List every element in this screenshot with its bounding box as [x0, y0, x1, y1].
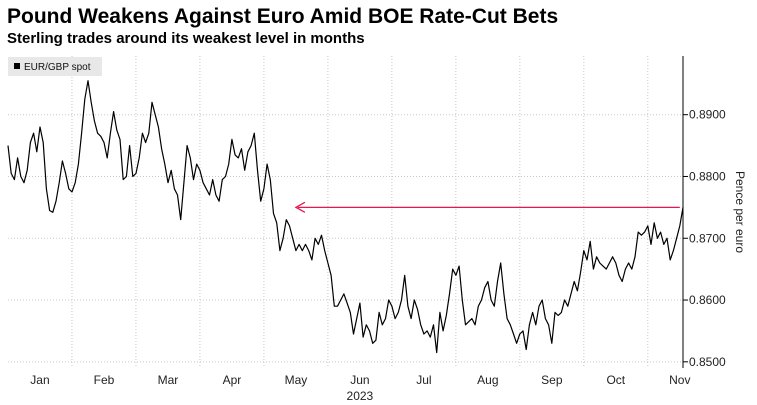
annotation-arrowhead [294, 201, 306, 213]
x-tick-label: Feb [94, 373, 115, 387]
y-axis-label: Pence per euro [733, 171, 747, 253]
legend-box [8, 57, 102, 76]
chart-subtitle: Sterling trades around its weakest level… [7, 30, 365, 47]
y-tick-label: 0.8900 [689, 108, 726, 122]
x-tick-label: Jul [416, 373, 431, 387]
legend-swatch [14, 63, 20, 69]
chart-title: Pound Weakens Against Euro Amid BOE Rate… [7, 5, 559, 28]
x-tick-label: Nov [669, 373, 690, 387]
x-tick-label: Jun [350, 373, 369, 387]
x-tick-label: Mar [158, 373, 179, 387]
x-tick-label: Sep [541, 373, 563, 387]
eur-gbp-series-line [7, 80, 684, 354]
y-tick-label: 0.8800 [689, 169, 726, 183]
x-tick-label: Jan [30, 373, 49, 387]
legend-label: EUR/GBP spot [24, 62, 91, 73]
y-tick-label: 0.8600 [689, 293, 726, 307]
x-tick-label: Oct [606, 373, 625, 387]
x-tick-label: Aug [477, 373, 498, 387]
legend: EUR/GBP spot [8, 57, 102, 76]
year-label: 2023 [347, 389, 374, 403]
x-tick-label: May [285, 373, 308, 387]
y-tick-label: 0.8700 [689, 231, 726, 245]
y-tick-label: 0.8500 [689, 355, 726, 369]
x-tick-label: Apr [223, 373, 242, 387]
